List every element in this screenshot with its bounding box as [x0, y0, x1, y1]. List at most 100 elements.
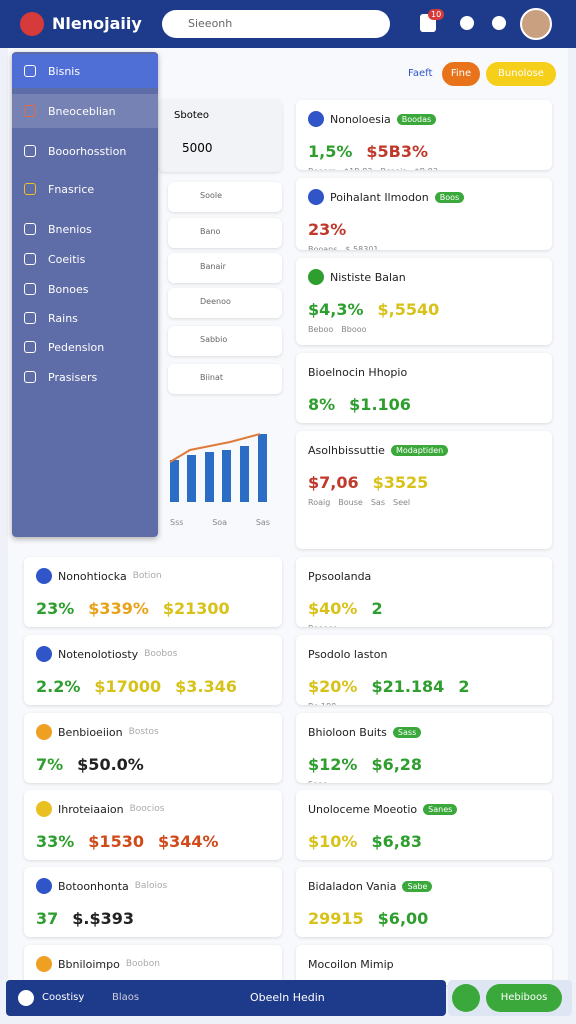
value: 2 [458, 677, 470, 696]
values: 7% $50.0% [36, 755, 270, 774]
value: $7,06 [308, 473, 359, 492]
card[interactable]: Bioelnocin Hhopio 8% $1.106 [296, 353, 552, 423]
card[interactable]: Nististe Balan $4,3% $,5540 Beboo Bbooo [296, 258, 552, 345]
menu-item[interactable]: Bisnis [12, 54, 158, 88]
submenu: Sboteo 5000 [158, 100, 282, 172]
card[interactable]: Bidaladon Vania Sabe 29915 $6,00 [296, 867, 552, 937]
bottom-title: Obeeln Hedin [250, 991, 325, 1004]
menu-item[interactable]: Pedenslon [48, 340, 105, 354]
card[interactable]: Notenolotiosty Boobos 2.2% $17000 $3.346 [24, 635, 282, 705]
value: $21.184 [371, 677, 445, 696]
notes: Boooco [308, 624, 540, 627]
submenu-item[interactable]: Deenoo [168, 288, 282, 318]
menu-icon [24, 312, 36, 324]
card[interactable]: Ihroteiaaion Boocios 33% $1530 $344% [24, 790, 282, 860]
card[interactable]: Botoonhonta Baloios 37 $.$393 [24, 867, 282, 937]
card-icon [308, 111, 324, 127]
note: Bouse [338, 498, 363, 507]
button[interactable]: Bunolose [486, 62, 556, 86]
card[interactable]: Psodolo laston $20% $21.184 2 Bo 188 [296, 635, 552, 705]
search[interactable]: Sieeonh [162, 10, 390, 38]
card[interactable]: Nonohtiocka Botion 23% $339% $21300 [24, 557, 282, 627]
note: Booans [308, 245, 338, 250]
card-header: Psodolo laston [308, 645, 540, 663]
bottom-link[interactable]: Blaos [112, 992, 140, 1003]
submenu-item[interactable]: Sabbio [168, 326, 282, 356]
card-title: Notenolotiosty [58, 647, 139, 661]
card-badge: Boobos [144, 649, 178, 659]
submenu-item[interactable]: Biinat [168, 364, 282, 394]
value: $339% [88, 599, 149, 618]
card-header: Unoloceme Moeotio Sanes [308, 800, 540, 818]
note: Seel [393, 498, 411, 507]
bottom-link[interactable]: Coostisy [42, 992, 85, 1003]
card-title: Bidaladon Vania [308, 879, 397, 893]
card[interactable]: Ppsoolanda $40% 2 Boooco [296, 557, 552, 627]
value: $6,28 [371, 755, 423, 774]
card-title: Unoloceme Moeotio [308, 802, 418, 816]
card[interactable]: Bhioloon Buits Sass $12% $6,28 Saas [296, 713, 552, 783]
value: $3525 [372, 473, 429, 492]
note: Sas [370, 498, 385, 507]
note: Bcoeis [380, 167, 406, 170]
value: $344% [157, 832, 219, 851]
card-title: Poihalant Ilmodon [330, 190, 429, 204]
menu-icon [24, 283, 36, 295]
menu-item[interactable]: Coeitis [48, 252, 86, 266]
card-header: Poihalant Ilmodon Boos [308, 188, 540, 206]
card[interactable]: Bbniloimpo Boobon [24, 945, 282, 985]
card[interactable]: Nonoloesia Boodas 1,5% $5B3% Booem $1B 83 Bcoe… [296, 100, 552, 170]
logo-icon [20, 12, 44, 36]
card[interactable]: Mocoilon Mimip [296, 945, 552, 985]
submenu-item[interactable]: Soole [168, 182, 282, 212]
icon[interactable] [492, 16, 506, 30]
card-title: Ppsoolanda [308, 569, 372, 583]
card[interactable]: Poihalant Ilmodon Boos 23% Booans $.58301 [296, 178, 552, 250]
card-header: Bhioloon Buits Sass [308, 723, 540, 741]
card-badge: Boocios [129, 804, 165, 814]
card-icon [36, 646, 52, 662]
card-badge: Baloios [134, 881, 168, 891]
submenu-item[interactable]: Banair [168, 253, 282, 283]
menu-icon [24, 341, 36, 353]
menu-item[interactable]: Fnasrice [48, 182, 95, 196]
menu-item[interactable]: Prasisers [48, 370, 98, 384]
card-badge: Boodas [396, 113, 437, 125]
card-title: Mocoilon Mimip [308, 957, 394, 971]
menu-item[interactable]: Booorhosstion [48, 144, 127, 158]
value: 1,5% [308, 142, 353, 161]
submenu-item[interactable]: Bano [168, 218, 282, 248]
card-header: Nonohtiocka Botion [36, 567, 270, 585]
icon-button[interactable] [452, 984, 480, 1012]
value: $50.0% [77, 755, 144, 774]
menu-item[interactable]: Rains [48, 311, 78, 325]
values: $7,06 $3525 [308, 473, 540, 492]
note: Beboo [308, 325, 334, 334]
card-icon [36, 801, 52, 817]
icon[interactable] [460, 16, 474, 30]
value: $5B3% [366, 142, 428, 161]
card-header: Bidaladon Vania Sabe [308, 877, 540, 895]
value: 29915 [308, 909, 364, 928]
values: 2.2% $17000 $3.346 [36, 677, 270, 696]
card-header: Bbniloimpo Boobon [36, 955, 270, 973]
card-icon [36, 878, 52, 894]
menu-item[interactable]: Bonoes [48, 282, 89, 296]
card[interactable]: Unoloceme Moeotio Sanes $10% $6,83 [296, 790, 552, 860]
button[interactable]: Hebiboos [486, 984, 562, 1012]
menu-item[interactable]: Bnenios [48, 222, 92, 236]
avatar[interactable] [520, 8, 552, 40]
card[interactable]: Benbioeiion Bostos 7% $50.0% [24, 713, 282, 783]
menu-item[interactable]: Bneoceblian [12, 94, 158, 128]
card-badge: Botion [132, 571, 162, 581]
link[interactable]: Faeft [408, 68, 433, 79]
value: $1.106 [349, 395, 411, 414]
menu-icon [24, 183, 36, 195]
note: $.58301 [345, 245, 379, 250]
card[interactable]: Asolhbissuttie Modaptiden $7,06 $3525 Roaig B… [296, 431, 552, 549]
button[interactable]: Fine [442, 62, 480, 86]
value: 23% [308, 220, 347, 239]
menu-icon [24, 253, 36, 265]
menu-icon [24, 371, 36, 383]
